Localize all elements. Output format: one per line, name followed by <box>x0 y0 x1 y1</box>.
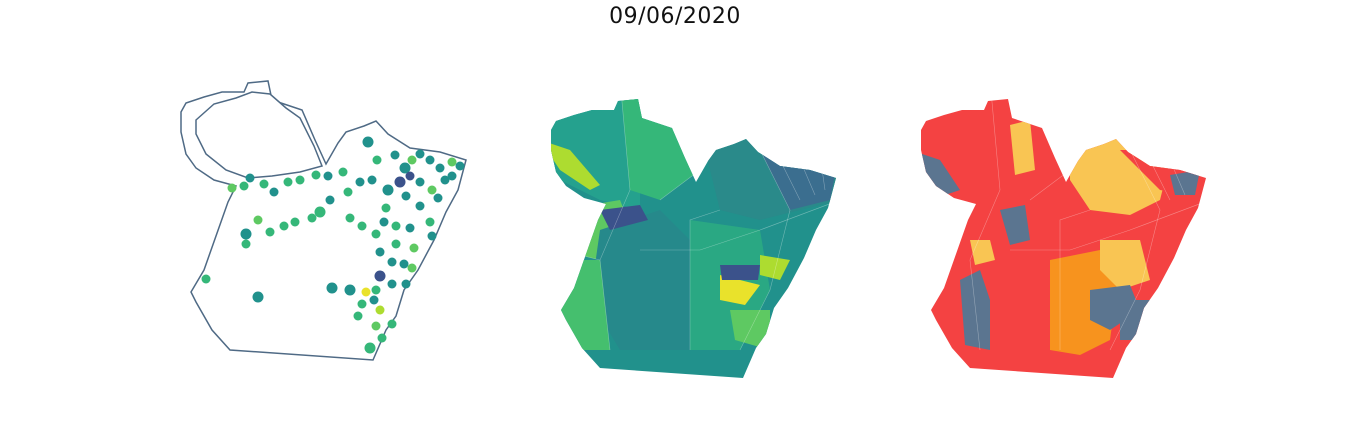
risk-zone-e <box>1120 300 1160 340</box>
risk-zone-ne <box>1070 125 1170 215</box>
municipality-point <box>391 221 401 231</box>
municipality-point <box>387 319 397 329</box>
municipality-point <box>387 257 397 267</box>
municipality-point <box>252 291 264 303</box>
municipality-point <box>381 203 391 213</box>
municipality-point <box>390 150 400 160</box>
municipality-point <box>409 243 419 253</box>
municipality-point <box>283 177 293 187</box>
municipality-point <box>427 185 437 195</box>
municipality-point <box>364 342 376 354</box>
risk-zone-wc <box>1000 205 1030 245</box>
municipality-point <box>279 221 289 231</box>
region-hot <box>720 275 760 305</box>
region-se <box>730 310 770 350</box>
municipality-point <box>407 155 417 165</box>
municipality-point <box>290 217 300 227</box>
municipality-point <box>307 213 317 223</box>
municipality-point <box>425 217 435 227</box>
risk-zone-c <box>1100 240 1150 290</box>
municipality-points <box>201 136 465 354</box>
municipality-point <box>433 193 443 203</box>
municipality-point <box>391 239 401 249</box>
municipality-point <box>401 279 411 289</box>
municipality-point <box>343 187 353 197</box>
municipality-point <box>435 163 445 173</box>
municipality-point <box>311 170 321 180</box>
municipality-point <box>405 171 415 181</box>
municipality-point <box>357 221 367 231</box>
municipality-point <box>362 136 374 148</box>
municipality-point <box>387 279 397 289</box>
risk-zone-ne2 <box>1170 170 1200 195</box>
municipality-point <box>227 183 237 193</box>
municipality-point <box>357 299 367 309</box>
municipality-point <box>399 259 409 269</box>
bubble-map <box>180 80 467 361</box>
municipality-point <box>399 162 411 174</box>
risk-zone-se <box>1090 285 1140 330</box>
municipality-point <box>201 274 211 284</box>
municipality-point <box>375 305 385 315</box>
municipality-point <box>253 215 263 225</box>
municipality-point <box>239 181 249 191</box>
choropleth-risk <box>921 99 1206 378</box>
municipality-point <box>269 187 279 197</box>
region-nw-strip <box>551 140 600 190</box>
municipality-point <box>379 217 389 227</box>
municipality-point <box>323 171 333 181</box>
municipality-point <box>372 155 382 165</box>
municipality-point <box>314 206 326 218</box>
region-sw <box>551 260 610 350</box>
region-dark <box>600 205 648 230</box>
municipality-point <box>325 195 335 205</box>
risk-zone-sc <box>1050 250 1120 355</box>
municipality-point <box>405 223 415 233</box>
municipality-point <box>377 333 387 343</box>
municipality-point <box>345 213 355 223</box>
municipality-point <box>440 175 450 185</box>
municipality-point <box>371 285 381 295</box>
municipality-point <box>369 295 379 305</box>
figure-title: 09/06/2020 <box>609 4 741 29</box>
enclave-outline <box>195 91 323 179</box>
municipality-point <box>455 161 465 171</box>
municipality-point <box>240 228 252 240</box>
municipality-point <box>241 239 251 249</box>
region-dark2 <box>720 265 760 280</box>
municipality-point <box>371 321 381 331</box>
municipality-point <box>415 177 425 187</box>
municipality-point <box>447 171 457 181</box>
region-center <box>590 210 700 350</box>
region-e <box>760 255 790 280</box>
municipality-point <box>447 157 457 167</box>
municipality-point <box>295 175 305 185</box>
municipality-point <box>375 247 385 257</box>
risk-zone-sw <box>960 270 990 350</box>
municipality-point <box>245 173 255 183</box>
risk-zone-w <box>970 240 995 265</box>
municipality-point <box>394 176 406 188</box>
municipality-point <box>326 282 338 294</box>
municipality-point <box>374 270 386 282</box>
municipality-point <box>382 184 394 196</box>
municipality-point <box>427 231 437 241</box>
municipality-point <box>407 263 417 273</box>
municipality-point <box>353 311 363 321</box>
municipality-point <box>355 177 365 187</box>
municipality-point <box>425 155 435 165</box>
municipality-point <box>415 149 425 159</box>
risk-zone-n <box>1010 120 1035 175</box>
municipality-point <box>371 229 381 239</box>
municipality-point <box>259 179 269 189</box>
municipality-point <box>265 227 275 237</box>
municipality-point <box>361 287 371 297</box>
municipality-point <box>401 191 411 201</box>
municipality-point <box>344 284 356 296</box>
choropleth-viridis <box>551 99 836 378</box>
municipality-point <box>367 175 377 185</box>
municipality-point <box>338 167 348 177</box>
municipality-point <box>415 201 425 211</box>
